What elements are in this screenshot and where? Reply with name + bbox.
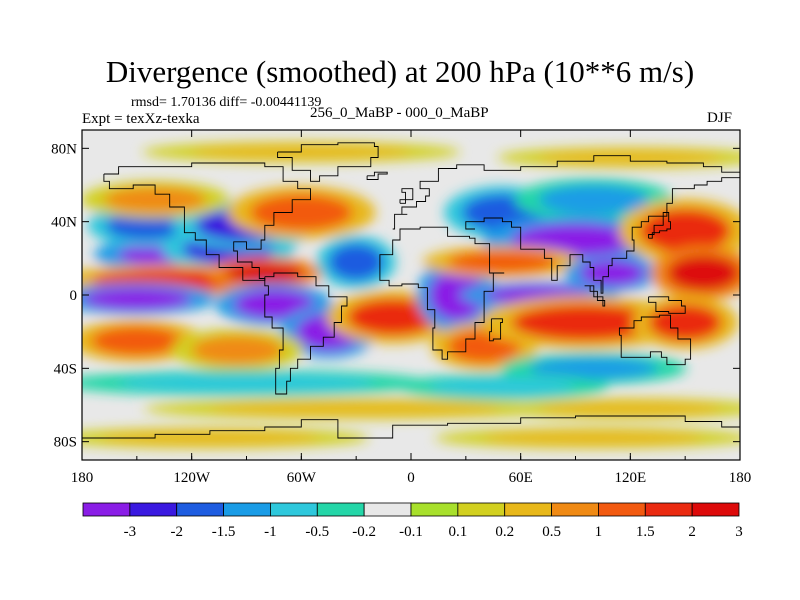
coastline-7	[648, 296, 686, 314]
colorbar-label-6: -0.1	[399, 524, 423, 540]
coastline-1	[264, 272, 348, 395]
colorbar-label-9: 0.5	[542, 524, 561, 540]
field-neg-asia	[511, 223, 640, 257]
colorbar-box-1	[129, 502, 178, 517]
colorbar-box-2	[176, 502, 224, 517]
colorbar-box-5	[316, 502, 365, 517]
field-neg-s-indian	[529, 357, 658, 380]
colorbar-box-8	[457, 502, 506, 517]
colorbar-box-11	[598, 502, 646, 517]
field-neg-asia-north	[538, 185, 649, 215]
field-neg-s-america	[233, 289, 315, 319]
field-pos-south-band-2	[538, 401, 722, 416]
coastline-2	[379, 226, 505, 360]
y-tick-label-2: 0	[70, 288, 78, 304]
coastline-4	[465, 174, 740, 294]
x-tick-label-4: 60E	[509, 470, 533, 486]
coastline-5	[618, 314, 692, 366]
field-neg-southern-2	[429, 377, 576, 396]
coastline-3	[392, 155, 740, 230]
x-tick-label-2: 60W	[287, 470, 317, 486]
colorbar-label-7: 0.1	[448, 524, 467, 540]
colorbar-box-9	[504, 502, 552, 517]
x-tick-label-3: 0	[407, 470, 415, 486]
coastline-6	[584, 285, 606, 307]
colorbar-label-1: -2	[170, 524, 183, 540]
field-pos-antarctic-2	[484, 430, 704, 446]
field-neg-atlantic	[328, 243, 384, 281]
coastline-11	[648, 212, 671, 239]
colorbar-box-13	[691, 502, 740, 517]
coastline-10	[82, 415, 740, 439]
colorbar-box-4	[270, 502, 318, 517]
field-neg-southern	[118, 373, 375, 393]
colorbar-label-3: -1	[264, 524, 277, 540]
colorbar-label-13: 3	[735, 524, 743, 540]
colorbar-box-12	[644, 502, 693, 517]
x-tick-label-5: 120E	[614, 470, 646, 486]
colorbar-label-12: 2	[688, 524, 696, 540]
colorbar-label-4: -0.5	[305, 524, 329, 540]
x-tick-label-0: 180	[71, 470, 94, 486]
field-neg-africa	[429, 269, 485, 321]
coastline-9	[277, 142, 379, 182]
colorbar-label-2: -1.5	[212, 524, 236, 540]
x-tick-label-1: 120W	[173, 470, 211, 486]
field-pos-atlantic-eq	[347, 298, 439, 336]
coastline-13	[366, 171, 388, 180]
colorbar-box-6	[363, 502, 412, 517]
field-neg-se-asia	[579, 260, 645, 286]
coastline-12	[399, 188, 414, 204]
field-pos-n-pacific	[103, 186, 207, 213]
coastline-8	[489, 318, 503, 342]
colorbar-label-11: 1.5	[636, 524, 655, 540]
experiment-label: Expt = texXz-texka	[82, 111, 200, 127]
stats-text: rmsd= 1.70136 diff= -0.00441139	[131, 95, 322, 110]
y-tick-label-4: 80S	[54, 435, 77, 451]
field-pos-s-pac-2	[191, 335, 284, 365]
continent-outlines	[82, 142, 740, 439]
colorbar-box-3	[223, 502, 271, 517]
colorbar-label-8: 0.2	[495, 524, 514, 540]
y-tick-label-0: 80N	[51, 141, 77, 157]
field-pos-australia	[648, 304, 722, 341]
coastline-0	[103, 162, 311, 281]
season-label: DJF	[707, 110, 733, 126]
field-pos-asia	[447, 251, 558, 273]
y-tick-label-3: 40S	[54, 361, 77, 377]
colorbar-label-5: -0.2	[352, 524, 376, 540]
field-pos-east-asia	[639, 208, 731, 253]
field-pos-w-pacific	[666, 254, 740, 292]
colorbar-box-0	[82, 502, 131, 517]
y-tick-label-1: 40N	[51, 215, 77, 231]
field-neg-equator-pac	[82, 287, 192, 310]
colorbar-label-0: -3	[124, 524, 137, 540]
field-pos-tropic-pac-2	[224, 262, 305, 284]
field-pos-indian-s	[511, 304, 658, 341]
field-pos-n-america	[250, 194, 353, 231]
chart-title: Divergence (smoothed) at 200 hPa (10**6 …	[105, 54, 695, 89]
colorbar-box-10	[551, 502, 599, 517]
field-pos-s-pacific	[91, 326, 183, 356]
field-pos-south-band	[209, 401, 503, 416]
chart-subtitle: 256_0_MaBP - 000_0_MaBP	[310, 105, 489, 121]
colorbar-label-10: 1	[595, 524, 603, 540]
colorbar-box-7	[410, 502, 459, 517]
x-tick-label-6: 180	[729, 470, 752, 486]
